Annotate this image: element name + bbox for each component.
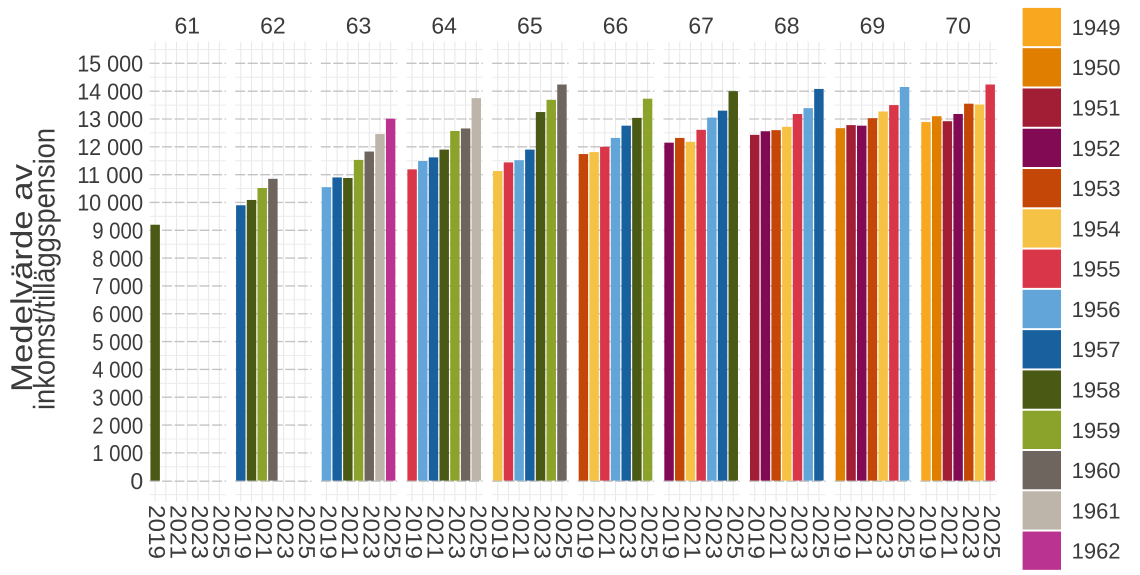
svg-text:2019: 2019 <box>144 505 170 559</box>
svg-text:63: 63 <box>346 13 372 39</box>
svg-text:2019: 2019 <box>829 505 855 559</box>
svg-text:2 000: 2 000 <box>92 412 143 438</box>
svg-text:2019: 2019 <box>315 505 341 559</box>
svg-text:1957: 1957 <box>1072 337 1121 362</box>
svg-text:12 000: 12 000 <box>77 134 143 160</box>
svg-text:2023: 2023 <box>530 505 556 559</box>
svg-text:9 000: 9 000 <box>92 217 143 243</box>
svg-text:7 000: 7 000 <box>92 273 143 299</box>
svg-text:69: 69 <box>860 13 886 39</box>
svg-text:2019: 2019 <box>915 505 941 559</box>
svg-text:2025: 2025 <box>208 505 234 559</box>
svg-text:2023: 2023 <box>358 505 384 559</box>
svg-text:1955: 1955 <box>1072 257 1121 282</box>
svg-text:1961: 1961 <box>1072 498 1121 523</box>
svg-text:2021: 2021 <box>851 505 877 559</box>
svg-text:2025: 2025 <box>722 505 748 559</box>
svg-text:2021: 2021 <box>337 505 363 559</box>
svg-text:2025: 2025 <box>551 505 577 559</box>
svg-text:15 000: 15 000 <box>77 51 143 77</box>
svg-text:14 000: 14 000 <box>77 78 143 104</box>
svg-text:3 000: 3 000 <box>92 384 143 410</box>
svg-text:68: 68 <box>774 13 800 39</box>
svg-text:2023: 2023 <box>958 505 984 559</box>
svg-text:2019: 2019 <box>744 505 770 559</box>
svg-text:2021: 2021 <box>594 505 620 559</box>
svg-text:1956: 1956 <box>1072 297 1121 322</box>
svg-text:0: 0 <box>130 468 143 494</box>
svg-text:8 000: 8 000 <box>92 245 143 271</box>
svg-text:2021: 2021 <box>251 505 277 559</box>
svg-text:2025: 2025 <box>979 505 1005 559</box>
svg-text:2019: 2019 <box>401 505 427 559</box>
svg-text:1949: 1949 <box>1072 15 1121 40</box>
svg-text:66: 66 <box>603 13 629 39</box>
svg-text:61: 61 <box>174 13 200 39</box>
svg-text:2021: 2021 <box>166 505 192 559</box>
svg-text:2023: 2023 <box>615 505 641 559</box>
svg-text:2023: 2023 <box>444 505 470 559</box>
svg-text:2021: 2021 <box>765 505 791 559</box>
svg-text:2023: 2023 <box>701 505 727 559</box>
svg-text:2023: 2023 <box>872 505 898 559</box>
svg-text:2019: 2019 <box>487 505 513 559</box>
svg-text:10 000: 10 000 <box>77 190 143 216</box>
svg-text:2019: 2019 <box>658 505 684 559</box>
svg-text:inkomst/tilläggspension: inkomst/tilläggspension <box>29 128 62 410</box>
svg-text:64: 64 <box>431 13 457 39</box>
svg-text:2025: 2025 <box>637 505 663 559</box>
svg-text:6 000: 6 000 <box>92 301 143 327</box>
svg-text:1960: 1960 <box>1072 458 1121 483</box>
svg-text:1 000: 1 000 <box>92 440 143 466</box>
svg-text:2021: 2021 <box>936 505 962 559</box>
svg-text:1951: 1951 <box>1072 96 1121 121</box>
svg-text:2023: 2023 <box>187 505 213 559</box>
svg-text:1953: 1953 <box>1072 176 1121 201</box>
svg-text:2025: 2025 <box>294 505 320 559</box>
svg-text:1959: 1959 <box>1072 418 1121 443</box>
svg-text:11 000: 11 000 <box>77 162 143 188</box>
svg-text:2021: 2021 <box>423 505 449 559</box>
svg-text:2023: 2023 <box>273 505 299 559</box>
svg-text:Medelvärde av: Medelvärde av <box>6 164 39 392</box>
svg-text:2019: 2019 <box>230 505 256 559</box>
svg-text:1954: 1954 <box>1072 216 1121 241</box>
svg-text:1950: 1950 <box>1072 55 1121 80</box>
svg-text:1962: 1962 <box>1072 539 1121 564</box>
svg-text:2025: 2025 <box>465 505 491 559</box>
svg-text:1958: 1958 <box>1072 377 1121 402</box>
svg-text:13 000: 13 000 <box>77 106 143 132</box>
svg-text:2021: 2021 <box>508 505 534 559</box>
svg-text:2023: 2023 <box>787 505 813 559</box>
svg-text:2019: 2019 <box>572 505 598 559</box>
svg-text:67: 67 <box>688 13 714 39</box>
svg-text:65: 65 <box>517 13 543 39</box>
svg-text:1952: 1952 <box>1072 136 1121 161</box>
svg-text:2025: 2025 <box>808 505 834 559</box>
svg-text:2025: 2025 <box>380 505 406 559</box>
svg-text:62: 62 <box>260 13 286 39</box>
svg-text:2025: 2025 <box>894 505 920 559</box>
svg-text:2021: 2021 <box>679 505 705 559</box>
svg-text:4 000: 4 000 <box>92 357 143 383</box>
svg-text:5 000: 5 000 <box>92 329 143 355</box>
svg-text:70: 70 <box>945 13 971 39</box>
